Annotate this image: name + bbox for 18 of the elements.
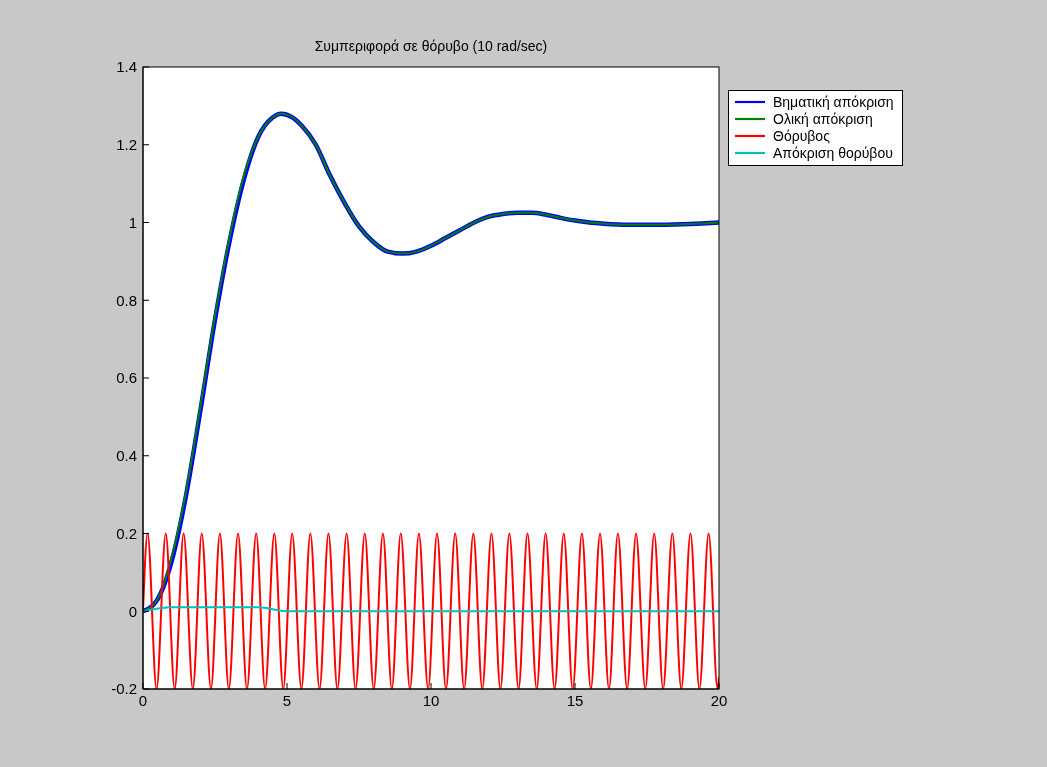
y-tick-label: 0.6 [116, 369, 137, 387]
x-tick-label: 10 [422, 691, 440, 709]
y-tick-label: 1.4 [116, 58, 137, 76]
y-tick-label: -0.2 [111, 680, 137, 698]
x-tick-label: 20 [710, 691, 728, 709]
y-tick-label: 1.2 [116, 136, 137, 154]
y-tick-label: 0 [128, 602, 137, 620]
y-tick-label: 0.8 [116, 291, 137, 309]
legend-label: Βηματική απόκριση [773, 93, 894, 110]
y-tick-label: 0.2 [116, 524, 137, 542]
x-tick-label: 15 [566, 691, 584, 709]
legend-label: Ολική απόκριση [773, 110, 873, 127]
x-tick-label: 5 [282, 691, 292, 709]
y-tick-label: 0.4 [116, 447, 137, 465]
legend-label: Απόκριση θορύβου [773, 144, 893, 161]
y-tick-label: 1 [128, 213, 137, 231]
legend-label: Θόρυβος [773, 127, 830, 144]
chart-title: Συμπεριφορά σε θόρυβο (10 rad/sec) [313, 38, 549, 54]
